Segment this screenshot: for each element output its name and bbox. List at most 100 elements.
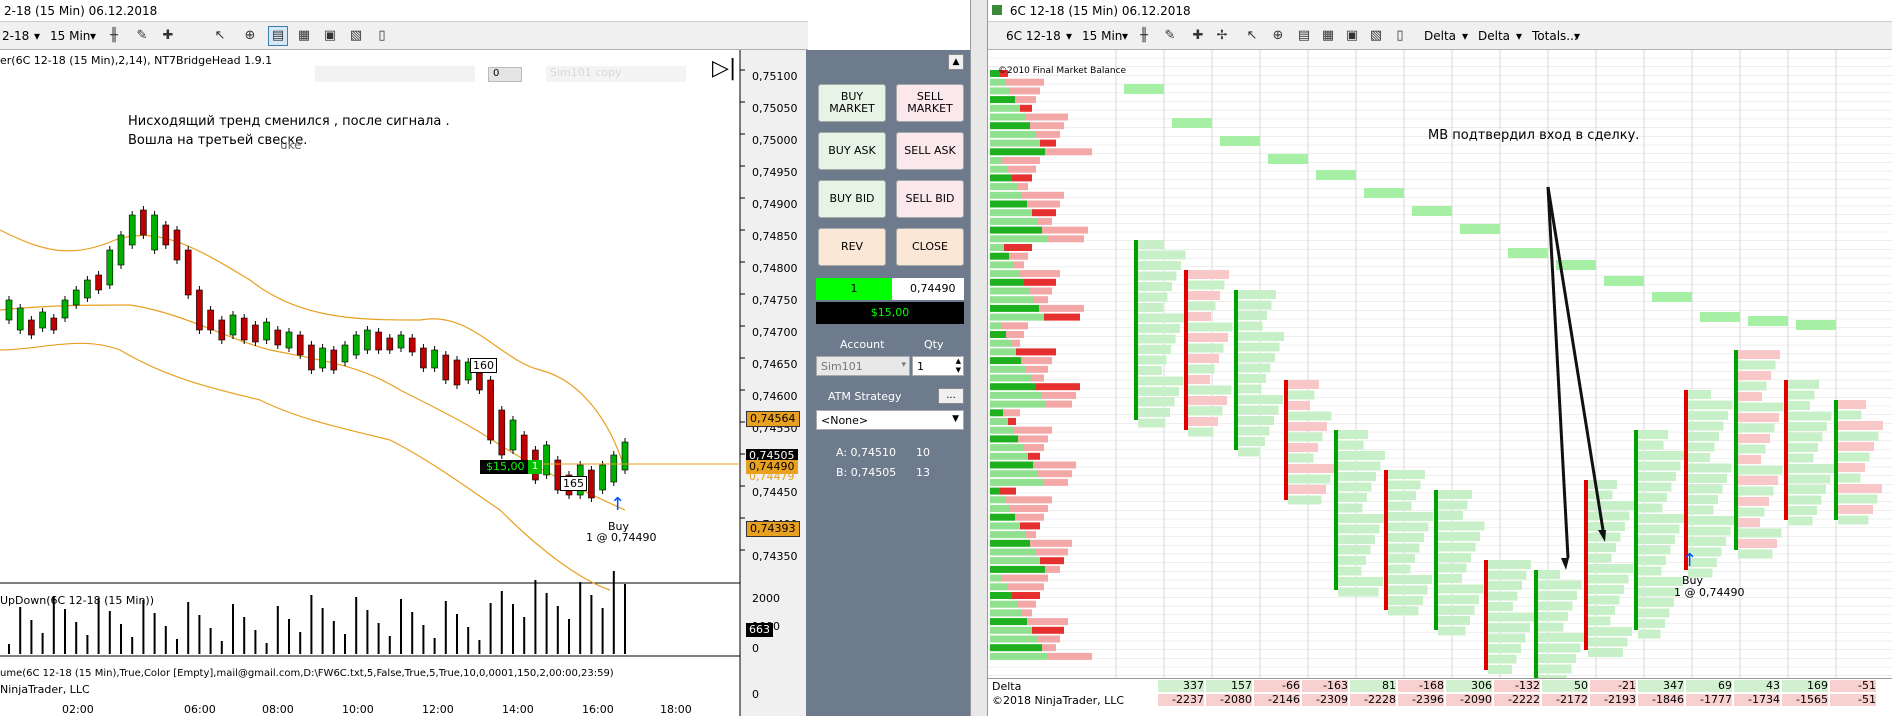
delta-selector-1[interactable]: Delta — [1424, 29, 1457, 43]
cursor-icon[interactable]: ↖ — [214, 28, 226, 43]
time-axis-label: 18:00 — [660, 703, 692, 716]
market-profile — [990, 70, 1092, 660]
crosshair-icon[interactable]: ✚ — [162, 28, 174, 43]
totals-cell: -2222 — [1494, 694, 1540, 706]
footprint-chart[interactable] — [988, 50, 1892, 716]
bar-label-160: 160 — [470, 358, 497, 373]
zoom-icon[interactable]: ⊕ — [244, 28, 256, 43]
ask-label: A: 0,74510 — [836, 446, 897, 459]
close-button[interactable]: CLOSE — [896, 228, 964, 266]
buy-ask-button[interactable]: BUY ASK — [818, 132, 886, 170]
right-toolbar: 6C 12-18 ▾ 15 Min ▾ ╫ ✎ ✚ ✢ ↖ ⊕ ▤ ▦ ▣ ▧ … — [988, 22, 1892, 50]
account-label: Account — [840, 338, 885, 351]
price-chart[interactable] — [0, 50, 806, 716]
list-icon[interactable]: ▯ — [378, 28, 386, 43]
totals-cell: 81 — [1350, 680, 1396, 692]
buy-bid-button[interactable]: BUY BID — [818, 180, 886, 218]
delta-selector-2[interactable]: Delta — [1478, 29, 1511, 43]
account-dropdown-icon[interactable]: ▾ — [901, 360, 906, 370]
footprint-bars — [1124, 84, 1883, 705]
right-crosshair-icon[interactable]: ✚ — [1192, 28, 1204, 43]
indicator-label: er(6C 12-18 (15 Min),2,14), NT7BridgeHea… — [0, 54, 273, 67]
right-layers-icon[interactable]: ▧ — [1369, 28, 1383, 43]
stepper-down-icon[interactable]: ▼ — [955, 366, 961, 374]
chart-trader-icon[interactable]: ▤ — [268, 26, 288, 46]
totals-cell: -1565 — [1782, 694, 1828, 706]
right-pencil-icon[interactable]: ✎ — [1164, 28, 1176, 43]
position-price-box: 0,74490 — [892, 278, 964, 300]
play-end-icon[interactable]: ▷| — [712, 56, 737, 81]
time-axis-label: 16:00 — [582, 703, 614, 716]
totals-cell: 43 — [1734, 680, 1780, 692]
time-axis-label: 08:00 — [262, 703, 294, 716]
totals-cell: -132 — [1494, 680, 1540, 692]
pencil-icon[interactable]: ✎ — [136, 28, 148, 43]
price-tag-2: 0,74505 — [746, 449, 798, 463]
pnl-box: $15,00 — [816, 302, 964, 324]
left-window-title: 2-18 (15 Min) 06.12.2018 — [0, 0, 808, 22]
bar-type-icon[interactable]: ╫ — [110, 28, 118, 43]
totals-dropdown-icon[interactable]: ▾ — [1574, 29, 1581, 43]
right-instrument-selector[interactable]: 6C 12-18 — [1006, 29, 1061, 43]
totals-selector[interactable]: Totals... — [1532, 29, 1578, 43]
sell-ask-button[interactable]: SELL ASK — [896, 132, 964, 170]
delta-dropdown-icon-2[interactable]: ▾ — [1516, 29, 1523, 43]
account-select[interactable]: Sim101 ▾ — [816, 356, 910, 376]
right-image-icon[interactable]: ▣ — [1345, 28, 1359, 43]
interval-dropdown-icon[interactable]: ▾ — [90, 29, 97, 43]
price-axis-label: 0,75050 — [752, 102, 798, 115]
totals-cell: 306 — [1446, 680, 1492, 692]
right-interval-dropdown-icon[interactable]: ▾ — [1122, 29, 1129, 43]
atm-dropdown-icon[interactable]: ▼ — [952, 414, 959, 424]
qty-field[interactable]: 0 — [488, 67, 522, 82]
right-buy-arrow-icon: ↑ — [1682, 550, 1698, 571]
volume-axis-bottom: 0 — [752, 642, 759, 655]
window-divider[interactable] — [970, 0, 988, 716]
sell-market-button[interactable]: SELL MARKET — [896, 84, 964, 122]
qty-stepper[interactable]: 1 ▲ ▼ — [912, 356, 964, 376]
totals-cell: 157 — [1206, 680, 1252, 692]
price-tag-3: 0,74490 — [746, 460, 798, 474]
qty-label: Qty — [924, 338, 944, 351]
hidden-field-left — [315, 66, 475, 82]
right-cursor-icon[interactable]: ↖ — [1246, 28, 1258, 43]
time-axis-label: 14:00 — [502, 703, 534, 716]
right-title-text: 6C 12-18 (15 Min) 06.12.2018 — [1009, 4, 1191, 18]
right-zoom-icon[interactable]: ⊕ — [1272, 28, 1284, 43]
left-chart-window: 2-18 (15 Min) 06.12.2018 L L L L ▁ ▭ ✕ 2… — [0, 0, 808, 716]
right-bar-type-icon[interactable]: ╫ — [1140, 28, 1148, 43]
right-grid-icon[interactable]: ▦ — [1321, 28, 1335, 43]
image-icon[interactable]: ▣ — [323, 28, 337, 43]
right-magnet-icon[interactable]: ✢ — [1216, 28, 1228, 43]
rev-button[interactable]: REV — [818, 228, 886, 266]
right-buy-detail: 1 @ 0,74490 — [1674, 586, 1745, 599]
instrument-selector[interactable]: 2-18 — [2, 29, 30, 43]
buy-market-button[interactable]: BUY MARKET — [818, 84, 886, 122]
footer-delta-label: Delta — [992, 680, 1022, 693]
right-chart-trader-icon[interactable]: ▤ — [1297, 28, 1311, 43]
price-axis-label: 0,74900 — [752, 198, 798, 211]
stepper-up-icon[interactable]: ▲ — [955, 357, 961, 365]
price-axis-label: 0,74700 — [752, 326, 798, 339]
delta-dropdown-icon-1[interactable]: ▾ — [1462, 29, 1469, 43]
totals-cell: 50 — [1542, 680, 1588, 692]
panel-scroll-up-icon[interactable]: ▲ — [948, 54, 964, 70]
totals-cell: -1846 — [1638, 694, 1684, 706]
totals-cell: -2172 — [1542, 694, 1588, 706]
instrument-dropdown-icon[interactable]: ▾ — [34, 29, 41, 43]
totals-cell: -66 — [1254, 680, 1300, 692]
buy-detail: 1 @ 0,74490 — [586, 531, 657, 544]
right-interval-selector[interactable]: 15 Min — [1082, 29, 1123, 43]
atm-browse-button[interactable]: ... — [938, 388, 964, 404]
price-axis-label: 0,74650 — [752, 358, 798, 371]
atm-select[interactable]: <None> ▼ — [816, 410, 964, 430]
sell-bid-button[interactable]: SELL BID — [896, 180, 964, 218]
grid-icon[interactable]: ▦ — [297, 28, 311, 43]
layers-icon[interactable]: ▧ — [349, 28, 363, 43]
right-list-icon[interactable]: ▯ — [1396, 28, 1404, 43]
price-axis-ticks — [740, 69, 745, 551]
account-ghost-field[interactable]: Sim101 copy — [546, 66, 686, 82]
footer-copyright: ©2018 NinjaTrader, LLC — [992, 694, 1125, 707]
interval-selector[interactable]: 15 Min — [50, 29, 91, 43]
right-instrument-dropdown-icon[interactable]: ▾ — [1066, 29, 1073, 43]
